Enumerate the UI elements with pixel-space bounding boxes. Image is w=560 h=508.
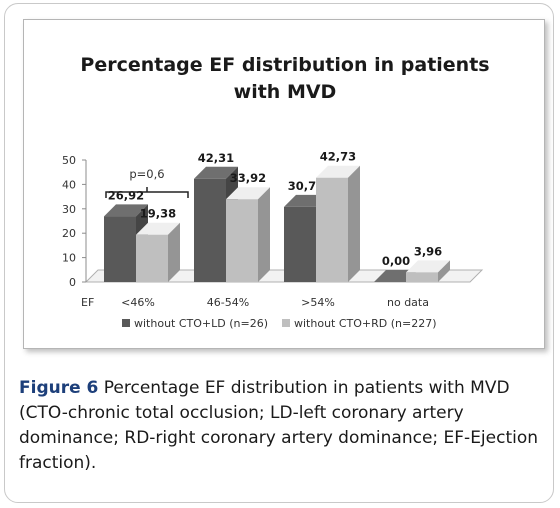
bar-top xyxy=(136,222,180,235)
bar xyxy=(104,216,136,282)
p-value-annotation: p=0,6 xyxy=(129,167,164,181)
y-tick-label: 0 xyxy=(69,276,76,289)
bar-top xyxy=(226,187,270,200)
bar-top xyxy=(194,166,238,179)
significance-bracket xyxy=(105,187,189,198)
data-label: 33,92 xyxy=(230,171,266,185)
bar xyxy=(316,177,348,282)
data-label: 19,38 xyxy=(140,207,176,221)
x-axis-label: EF xyxy=(81,296,94,309)
legend-label: without CTO+LD (n=26) xyxy=(134,317,268,330)
y-tick-label: 20 xyxy=(62,227,76,240)
legend-swatch xyxy=(282,319,290,327)
bar-top xyxy=(406,260,450,273)
x-tick-label: >54% xyxy=(301,296,335,309)
legend-swatch xyxy=(122,319,130,327)
chart-title: Percentage EF distribution in patients w… xyxy=(24,52,546,106)
bar xyxy=(194,178,226,282)
figure-caption: Figure 6 Percentage EF distribution in p… xyxy=(19,376,539,476)
y-tick-label: 40 xyxy=(62,178,76,191)
figure-frame: Percentage EF distribution in patients w… xyxy=(4,3,554,503)
chart-title-line-2: with MVD xyxy=(233,81,337,103)
x-tick-label: 46-54% xyxy=(207,296,249,309)
bar xyxy=(406,272,438,282)
bar xyxy=(136,234,168,282)
data-label: 30,77 xyxy=(288,179,324,193)
x-tick-label: <46% xyxy=(121,296,155,309)
y-tick-label: 30 xyxy=(62,203,76,216)
legend-label: without CTO+RD (n=227) xyxy=(294,317,437,330)
data-label: 42,73 xyxy=(320,150,356,164)
y-tick-label: 10 xyxy=(62,252,76,265)
chart-container: Percentage EF distribution in patients w… xyxy=(23,19,545,349)
data-label: 42,31 xyxy=(198,151,234,165)
bar xyxy=(226,199,258,282)
data-label: 3,96 xyxy=(414,244,442,258)
caption-text: Percentage EF distribution in patients w… xyxy=(19,378,539,473)
data-label: 26,92 xyxy=(108,188,144,202)
bar-side xyxy=(438,260,450,282)
bar-side xyxy=(258,187,270,282)
chart-title-line-1: Percentage EF distribution in patients xyxy=(80,54,490,76)
bar xyxy=(284,206,316,282)
caption-label: Figure 6 xyxy=(19,378,99,398)
bar-chart: 0 10 20 30 40 50 26,92 19,38 <46% 42,31 33,92 46-54… xyxy=(62,150,484,330)
data-label: 0,00 xyxy=(382,254,410,268)
bar-side xyxy=(168,222,180,282)
bar-side xyxy=(348,165,360,282)
y-tick-label: 50 xyxy=(62,154,76,167)
x-tick-label: no data xyxy=(387,296,429,309)
bar-top xyxy=(316,165,360,178)
bar-top xyxy=(104,204,148,217)
